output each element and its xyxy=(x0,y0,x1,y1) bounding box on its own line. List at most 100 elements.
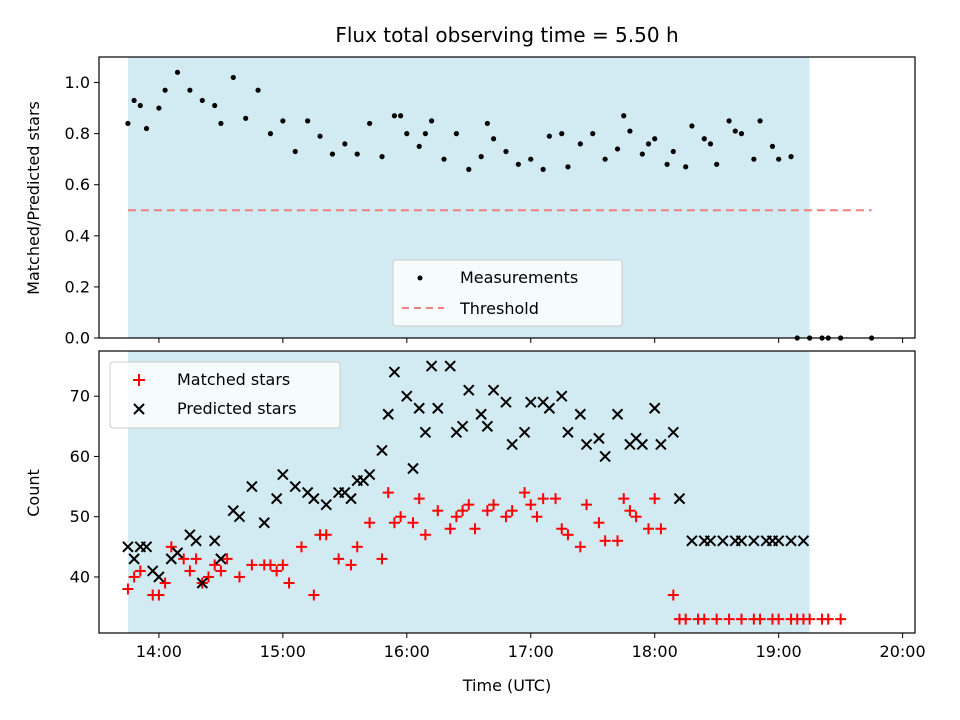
predicted-stars-point xyxy=(797,535,810,547)
matched-stars-point xyxy=(481,505,493,517)
predicted-stars-point xyxy=(580,438,593,451)
measurement-point xyxy=(683,164,689,170)
predicted-stars-point xyxy=(611,408,624,420)
measurement-point xyxy=(187,87,193,93)
matched-stars-point xyxy=(655,523,667,535)
y-tick-label-top: 0.8 xyxy=(65,124,90,143)
matched-stars-point xyxy=(457,505,469,517)
matched-stars-point xyxy=(450,511,462,523)
measurement-point xyxy=(367,120,373,127)
matched-stars-point xyxy=(643,523,655,535)
predicted-stars-point xyxy=(363,468,376,481)
matched-stars-point xyxy=(432,505,444,517)
legend-top: Measurements Threshold xyxy=(392,259,623,327)
matched-stars-point xyxy=(531,511,543,523)
axes-frame-bottom xyxy=(98,350,916,634)
y-tick-label-top: 0.0 xyxy=(65,329,90,348)
matched-stars-point xyxy=(209,559,221,571)
measurement-point xyxy=(162,87,168,93)
chart-title: Flux total observing time = 5.50 h xyxy=(335,23,678,47)
predicted-stars-point xyxy=(673,492,686,505)
matched-stars-point xyxy=(581,499,593,511)
predicted-stars-point xyxy=(481,420,494,433)
measurement-point xyxy=(416,143,422,150)
measurement-point xyxy=(540,166,546,172)
legend-label-predicted: Predicted stars xyxy=(177,399,297,418)
predicted-stars-point xyxy=(277,468,289,481)
predicted-stars-point xyxy=(308,492,320,505)
matched-stars-point xyxy=(612,535,624,547)
matched-stars-point xyxy=(153,589,165,601)
x-axis-label: Time (UTC) xyxy=(462,676,551,695)
measurement-point xyxy=(484,120,490,127)
predicted-stars-point xyxy=(686,535,698,547)
predicted-stars-point xyxy=(785,535,797,547)
predicted-stars-point xyxy=(444,360,456,372)
predicted-stars-point xyxy=(190,535,202,547)
predicted-stars-point xyxy=(543,402,556,414)
matched-stars-point xyxy=(165,541,177,553)
top-panel: Flux total observing time = 5.50 h Match… xyxy=(24,23,916,348)
measurement-point xyxy=(280,118,286,124)
measurement-point xyxy=(546,133,552,139)
legend-marker-measurements xyxy=(417,275,423,281)
predicted-stars-point xyxy=(388,366,401,378)
matched-stars-point xyxy=(382,487,394,499)
measurement-point xyxy=(577,141,583,147)
measurement-point xyxy=(267,131,274,137)
matched-stars-point xyxy=(835,613,847,625)
predicted-stars-point xyxy=(432,402,444,414)
y-tick-label-top: 0.6 xyxy=(65,175,90,194)
matched-stars-point xyxy=(419,529,431,541)
measurement-point xyxy=(670,148,676,155)
predicted-stars-point xyxy=(593,432,605,445)
measurement-point xyxy=(137,102,143,109)
matched-stars-point xyxy=(506,505,518,517)
x-tick-label: 17:00 xyxy=(508,642,554,661)
measurement-point xyxy=(143,125,150,132)
matched-stars-point xyxy=(649,493,661,505)
matched-stars-point xyxy=(190,553,202,565)
matched-stars-point xyxy=(562,529,574,541)
predicted-stars-point xyxy=(717,535,729,547)
measurement-point xyxy=(726,118,732,124)
matched-stars-point xyxy=(395,511,407,523)
matched-stars-point xyxy=(618,493,630,505)
x-tick-label: 14:00 xyxy=(136,642,182,661)
matched-stars-point xyxy=(345,559,357,571)
bottom-panel: Count Time (UTC) 14:00 15:00 16:00 17:00 18:… xyxy=(24,350,926,695)
measurement-point xyxy=(701,136,707,142)
measurement-point xyxy=(490,136,497,142)
predicted-stars-point xyxy=(599,450,611,463)
matched-stars-point xyxy=(593,517,605,529)
matched-stars-point xyxy=(134,565,146,577)
axes-frame-top xyxy=(98,56,916,339)
matched-stars-point xyxy=(233,571,245,583)
measurement-point xyxy=(664,161,670,167)
matched-stars-point xyxy=(184,565,196,577)
matched-stars-point xyxy=(680,613,692,625)
x-tick-label: 15:00 xyxy=(260,642,306,661)
matched-stars-point xyxy=(822,613,834,625)
measurement-point xyxy=(422,131,428,137)
matched-stars-point xyxy=(202,571,214,583)
measurement-point xyxy=(751,156,757,162)
matched-stars-point xyxy=(128,571,140,583)
matched-stars-point xyxy=(308,589,320,601)
legend-label-measurements: Measurements xyxy=(460,268,578,287)
matched-stars-point xyxy=(735,613,747,625)
predicted-stars-point xyxy=(128,553,140,565)
x-tick-label: 19:00 xyxy=(756,642,802,661)
predicted-stars-point xyxy=(208,535,221,547)
measurement-point xyxy=(292,148,298,155)
measurement-point xyxy=(174,69,181,75)
matched-stars-point xyxy=(537,493,549,505)
measurement-point xyxy=(466,166,472,172)
matched-stars-point xyxy=(351,541,363,553)
matched-stars-point xyxy=(271,565,283,577)
predicted-stars-point xyxy=(456,420,469,433)
measurement-point xyxy=(329,151,336,157)
matched-stars-point xyxy=(364,517,376,529)
matched-stars-point xyxy=(333,553,345,565)
matched-stars-point xyxy=(723,613,735,625)
